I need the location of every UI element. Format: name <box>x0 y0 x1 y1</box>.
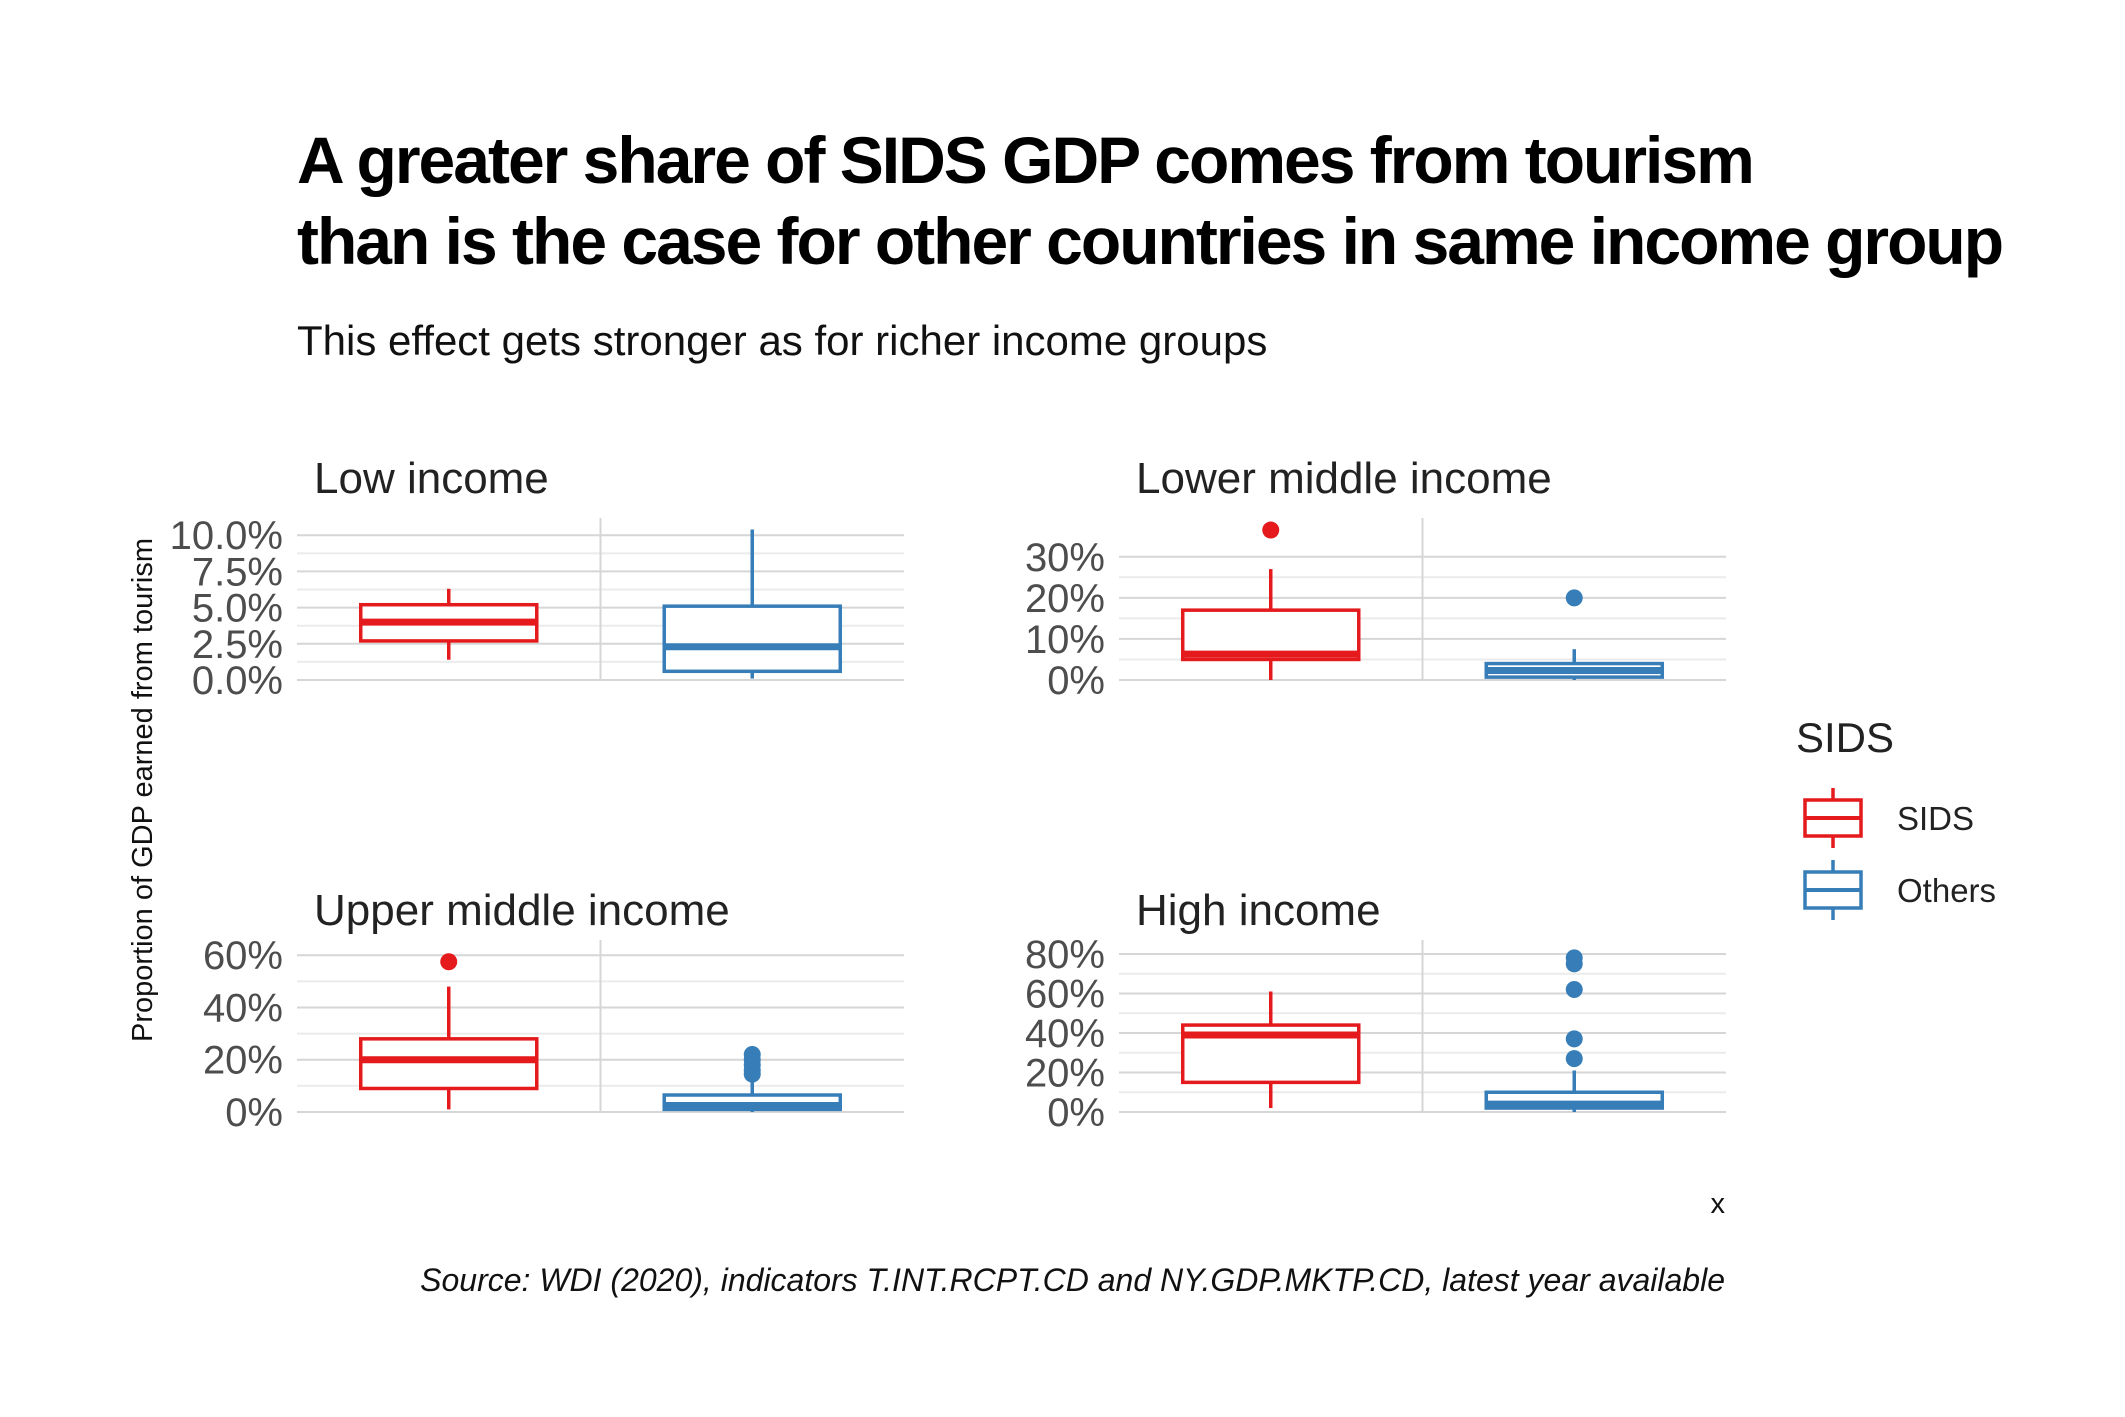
outlier-point <box>1565 1030 1583 1048</box>
y-tick-label: 80% <box>1025 933 1105 977</box>
legend-item-sids: SIDS <box>1803 788 1974 848</box>
legend: SIDS Others <box>1803 788 1996 920</box>
outlier-point <box>1565 1050 1583 1068</box>
y-tick-label: 2.5% <box>192 623 283 667</box>
boxplot-sids <box>1180 991 1361 1109</box>
legend-item-others: Others <box>1803 860 1996 920</box>
y-tick-label: 20% <box>203 1039 283 1083</box>
boxplot-others <box>662 1046 843 1112</box>
panel-low-income: Low income 0.0%2.5%5.0%7.5%10.0% <box>170 454 904 703</box>
legend-title: SIDS <box>1796 714 1894 761</box>
chart-subtitle: This effect gets stronger as for richer … <box>297 317 1267 364</box>
outlier-point <box>743 1046 761 1064</box>
panel-upper-middle-income: Upper middle income 0% 20% 40% 60% <box>203 886 904 1135</box>
panel-title-high-income: High income <box>1136 886 1381 935</box>
facet-panels: Low income 0.0%2.5%5.0%7.5%10.0% Lower mid… <box>170 454 1726 1135</box>
x-axis-label: x <box>1711 1188 1726 1220</box>
outlier-point <box>440 953 458 971</box>
boxplot-others <box>662 529 843 679</box>
y-tick-label: 20% <box>1025 1051 1105 1095</box>
y-tick-label: 0.0% <box>192 659 283 703</box>
legend-label: SIDS <box>1897 800 1974 837</box>
panel-lower-middle-income: Lower middle income 0%10%20%30% <box>1025 454 1726 703</box>
outlier-point <box>1262 521 1280 539</box>
y-axis-label: Proportion of GDP earned from tourism <box>127 538 159 1042</box>
y-tick-label: 10.0% <box>170 514 283 558</box>
boxplot-others <box>1484 949 1665 1112</box>
y-tick-label: 0% <box>225 1091 283 1135</box>
outlier-point <box>1565 949 1583 967</box>
y-tick-label: 7.5% <box>192 550 283 594</box>
panel-title-upper-middle-income: Upper middle income <box>314 886 730 935</box>
y-tick-label: 40% <box>1025 1012 1105 1056</box>
source-caption: Source: WDI (2020), indicators T.INT.RCP… <box>420 1262 1725 1298</box>
chart-title-line-2: than is the case for other countries in … <box>297 204 2002 278</box>
boxplot-sids <box>1180 521 1361 680</box>
panel-title-low-income: Low income <box>314 454 549 503</box>
y-tick-label: 30% <box>1025 536 1105 580</box>
y-tick-label: 5.0% <box>192 587 283 631</box>
iqr-box <box>358 1037 539 1091</box>
outlier-point <box>1565 589 1583 607</box>
y-tick-label: 60% <box>203 934 283 978</box>
legend-label: Others <box>1897 872 1996 909</box>
chart-title-line-1: A greater share of SIDS GDP comes from t… <box>297 123 1753 197</box>
boxplot-sids <box>358 953 539 1110</box>
panel-high-income: High income 0%20%40%60%80% <box>1025 886 1726 1135</box>
y-tick-label: 20% <box>1025 577 1105 621</box>
panel-title-lower-middle-income: Lower middle income <box>1136 454 1552 503</box>
y-tick-label: 40% <box>203 986 283 1030</box>
y-tick-label: 0% <box>1047 1091 1105 1135</box>
y-tick-label: 60% <box>1025 972 1105 1016</box>
boxplot-others <box>1484 589 1665 680</box>
outlier-point <box>1565 981 1583 999</box>
y-tick-label: 10% <box>1025 618 1105 662</box>
iqr-box <box>662 604 843 674</box>
y-tick-label: 0% <box>1047 659 1105 703</box>
boxplot-sids <box>358 588 539 660</box>
